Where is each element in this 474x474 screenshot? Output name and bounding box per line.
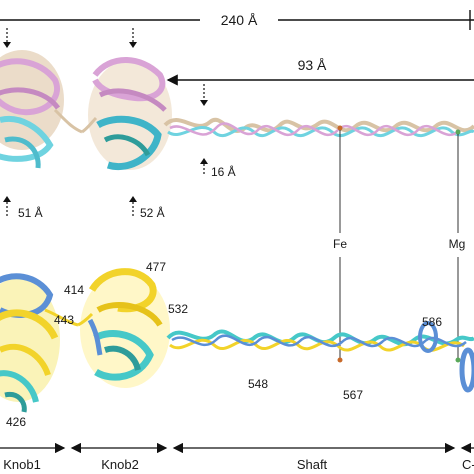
residue-414: 414 [64,283,84,297]
mg-label: Mg [449,237,466,251]
residue-426: 426 [6,415,26,429]
residue-567: 567 [343,388,363,402]
knob1-top-ribbon [0,50,83,169]
knob2-width-marker [129,196,137,216]
shaft-width-label: 16 Å [211,164,236,179]
shaft-width-marker [200,84,208,176]
shaft-bottom-ribbon [166,321,474,393]
total-length-label: 240 Å [221,12,258,28]
section-knob1: Knob1 [3,457,41,472]
fe-label: Fe [333,237,347,251]
knob2-bottom-ribbon [77,268,170,388]
section-knob2: Knob2 [101,457,139,472]
shaft-top-ribbon [163,117,474,138]
knob2-top-ribbon [81,57,172,170]
section-shaft: Shaft [297,457,328,472]
section-cterm: C- [462,457,474,472]
residue-477: 477 [146,260,166,274]
knob1-width-label: 51 Å [18,205,43,220]
knob-axis-marker-1 [3,28,11,48]
knob1-width-marker [3,196,11,216]
residue-548: 548 [248,377,268,391]
knob1-bottom-ribbon [0,273,79,413]
residue-532: 532 [168,302,188,316]
residue-586: 586 [422,315,442,329]
residue-443: 443 [54,313,74,327]
knob-axis-marker-2 [129,28,137,48]
knob2-width-label: 52 Å [140,205,165,220]
shaft-span-label: 93 Å [298,57,327,73]
